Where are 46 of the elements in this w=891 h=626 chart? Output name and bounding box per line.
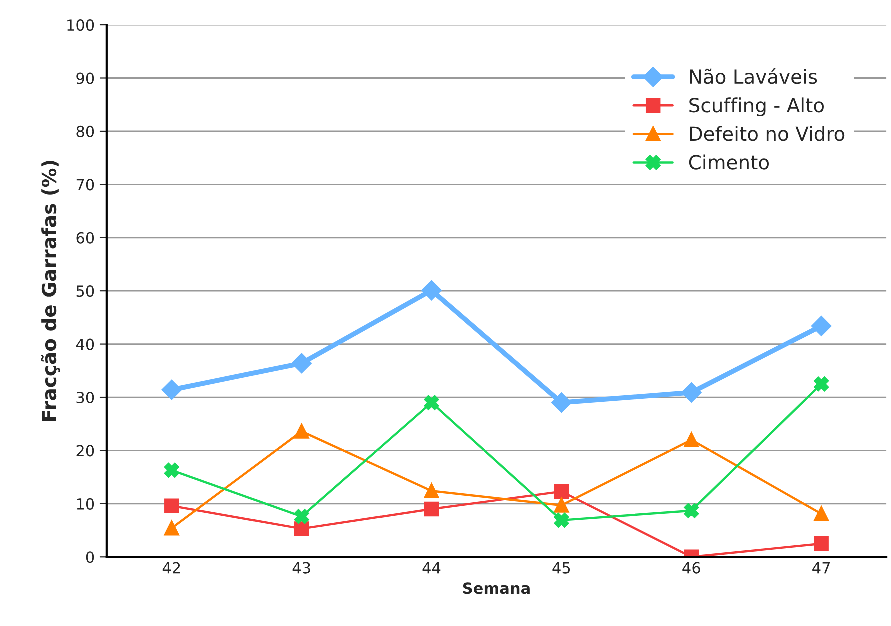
- y-tick-label: 40: [76, 338, 94, 350]
- point: [294, 509, 310, 524]
- point: [814, 376, 829, 392]
- point: [292, 354, 312, 374]
- legend-label: Não Laváveis: [690, 68, 818, 84]
- x-tick-label: 44: [422, 562, 441, 574]
- point: [294, 522, 310, 536]
- x-tick-label: 45: [552, 562, 570, 574]
- x-tick-label: 46: [682, 562, 700, 574]
- legend-label: Cimento: [689, 154, 770, 170]
- y-tick-label: 90: [76, 72, 94, 84]
- point: [164, 498, 180, 514]
- legend-label: Defeito no Vidro: [690, 126, 845, 142]
- point: [554, 484, 570, 500]
- point: [422, 280, 442, 301]
- y-tick-label: 50: [76, 286, 94, 298]
- point: [554, 498, 570, 513]
- point: [684, 432, 699, 448]
- x-axis-title: Semana: [463, 582, 530, 594]
- y-tick-label: 30: [76, 392, 94, 404]
- x-tick-label: 47: [812, 562, 830, 574]
- point: [554, 513, 570, 528]
- point: [814, 506, 829, 522]
- y-axis-title: Fracção de Garrafas (%): [41, 161, 60, 422]
- y-tick-label: 10: [77, 498, 94, 510]
- point: [552, 392, 572, 413]
- y-tick-label: 20: [76, 445, 94, 457]
- point: [164, 463, 180, 478]
- y-tick-label: 80: [76, 126, 94, 138]
- point: [682, 382, 702, 403]
- y-tick-label: 100: [68, 20, 94, 32]
- point: [424, 484, 440, 499]
- x-tick-label: 43: [292, 562, 310, 574]
- y-tick-label: 60: [76, 232, 94, 244]
- point: [814, 536, 829, 552]
- point: [424, 502, 440, 517]
- y-tick-label: 0: [86, 552, 94, 564]
- legend-label: Scuffing - Alto: [690, 98, 824, 117]
- point: [684, 503, 699, 518]
- point: [294, 424, 310, 439]
- point: [162, 380, 182, 400]
- point: [812, 316, 832, 336]
- point: [424, 395, 440, 410]
- y-tick-label: 70: [76, 179, 94, 191]
- x-tick-label: 42: [162, 562, 180, 574]
- point: [164, 521, 180, 536]
